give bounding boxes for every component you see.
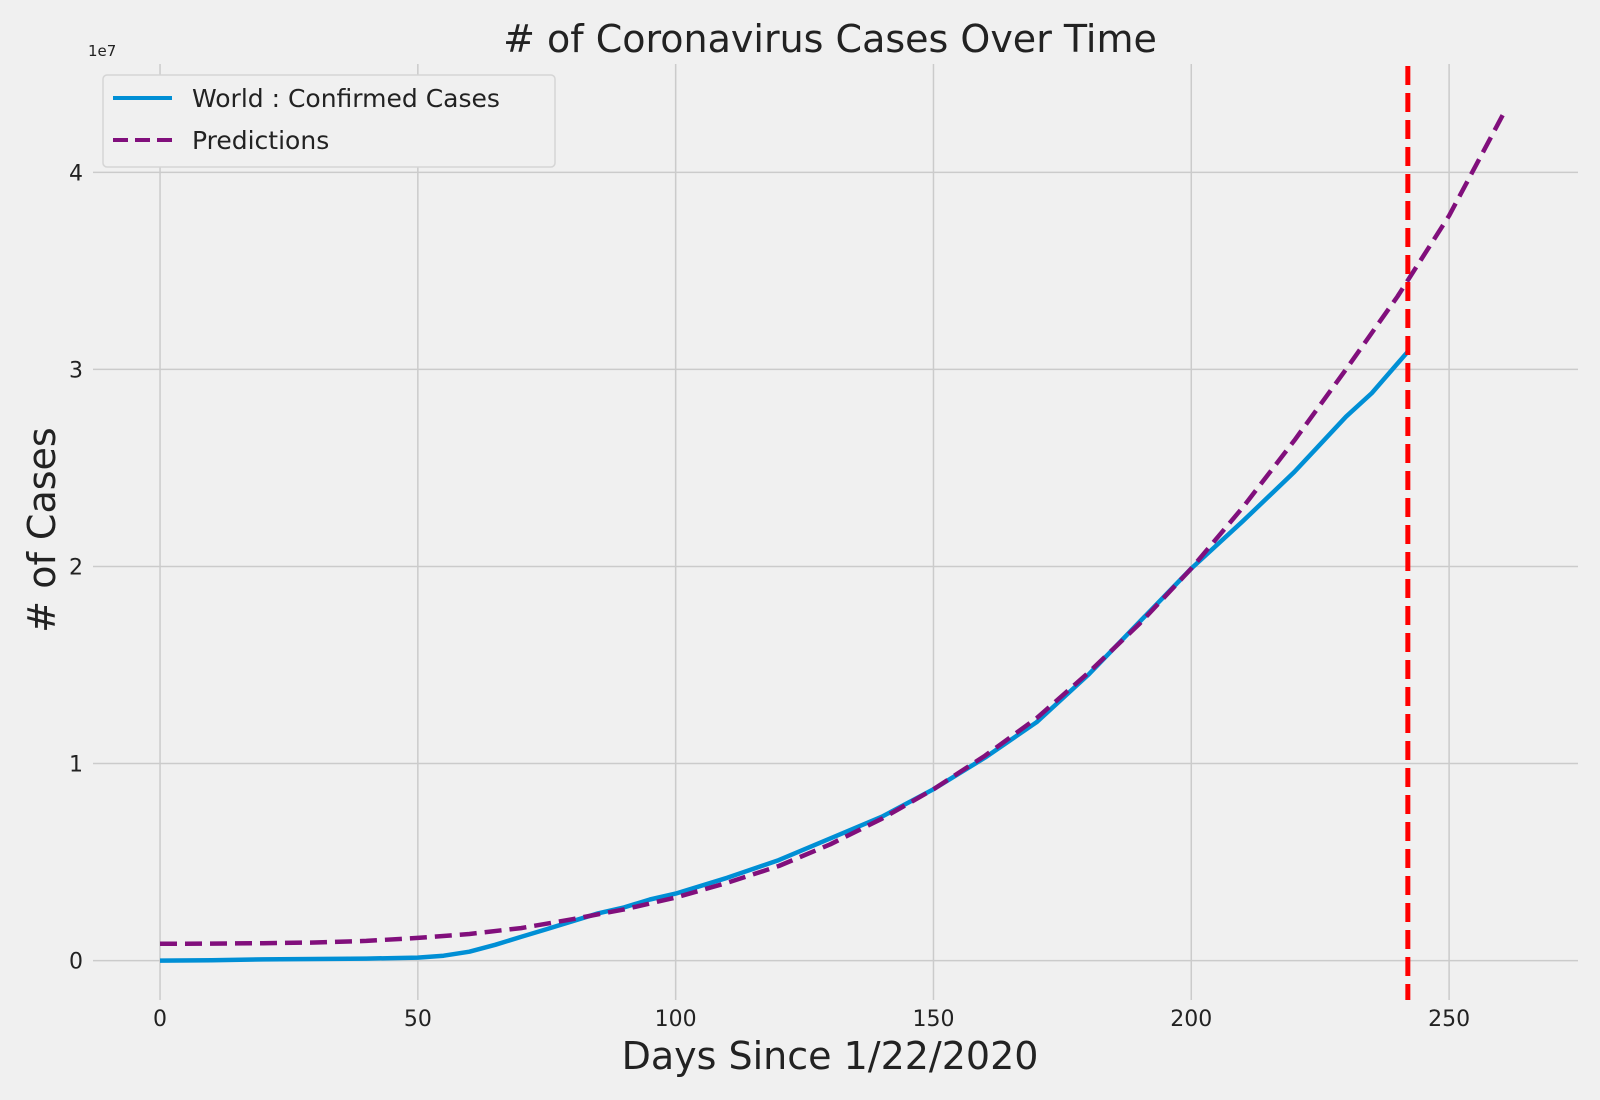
y-tick-label: 4 — [69, 161, 83, 186]
legend: World : Confirmed Cases Predictions — [102, 74, 556, 168]
y-tick-label: 2 — [69, 555, 83, 580]
y-tick-label: 0 — [69, 950, 83, 975]
x-tick-label: 200 — [1170, 1007, 1212, 1032]
y-axis-title: # of Cases — [20, 427, 64, 632]
y-tick-label: 3 — [69, 358, 83, 383]
chart-title: # of Coronavirus Cases Over Time — [503, 17, 1157, 61]
series-line-predictions — [159, 108, 1508, 947]
y-tick-label: 1 — [69, 753, 83, 778]
x-tick-label: 50 — [404, 1007, 432, 1032]
tick-labels: 0 50 100 150 200 250 0 1 2 3 4 — [69, 161, 1470, 1032]
grid — [93, 64, 1578, 1000]
y-axis-multiplier: 1e7 — [88, 42, 116, 60]
legend-label-predictions: Predictions — [192, 126, 329, 155]
x-tick-label: 100 — [655, 1007, 697, 1032]
legend-box — [102, 74, 556, 168]
series-line-confirmed — [159, 350, 1410, 963]
series-layer — [159, 108, 1508, 963]
x-tick-label: 0 — [153, 1007, 167, 1032]
x-tick-label: 250 — [1428, 1007, 1470, 1032]
x-axis-title: Days Since 1/22/2020 — [622, 1034, 1039, 1078]
x-tick-label: 150 — [912, 1007, 954, 1032]
legend-label-confirmed: World : Confirmed Cases — [192, 84, 500, 113]
